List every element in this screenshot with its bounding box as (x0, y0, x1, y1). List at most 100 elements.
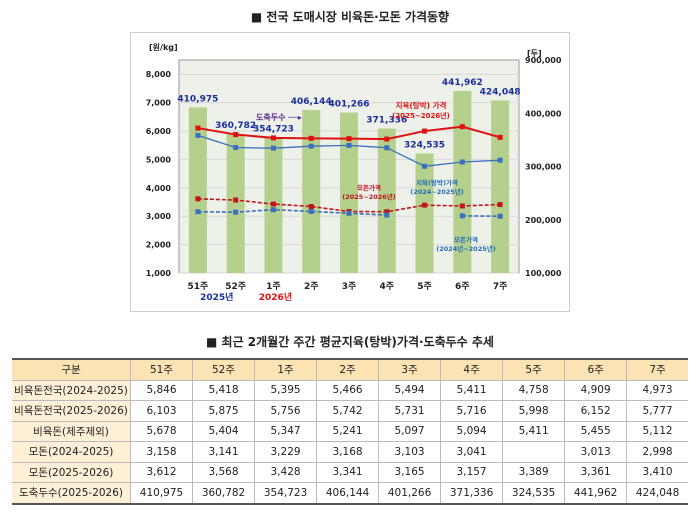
table-title: ■ 최근 2개월간 주간 평균지육(탕박)가격·도축두수 추세 (206, 335, 494, 349)
table-cell: 5,347 (254, 420, 318, 442)
series-point (346, 136, 352, 142)
x-tick-label: 7주 (493, 281, 508, 292)
table-cell: 3,568 (192, 461, 256, 483)
chart-title: ■ 전국 도매시장 비육돈·모돈 가격동향 (250, 10, 450, 24)
series-point (270, 207, 276, 213)
y-tick-left: 6,000 (146, 127, 172, 136)
price-table: 구분 51주 52주 1주 2주 3주 4주 5주 6주 7주 비육돈전국(2024-2025) 5,… (12, 358, 688, 505)
table-row: 모돈(2024-2025) 3,158 3,141 3,229 3,168 3,103 3,… (12, 441, 688, 463)
table-row: 모돈(2025-2026) 3,612 3,568 3,428 3,341 3,165 3,… (12, 461, 688, 483)
column-header: 6주 (564, 358, 628, 381)
series-point (422, 202, 428, 208)
bar-label: 410,975 (177, 94, 218, 104)
series-point (384, 212, 390, 218)
table-cell: 5,742 (316, 400, 380, 422)
table-cell: 5,395 (254, 379, 318, 401)
table-cell: 360,782 (192, 482, 256, 505)
table-cell: 3,103 (378, 441, 442, 463)
annotation-red-line: (2025~2026년) (392, 111, 450, 120)
series-point (195, 196, 201, 202)
table-cell: 424,048 (626, 482, 688, 505)
row-header: 모돈(2024-2025) (12, 441, 131, 463)
table-cell: 3,389 (502, 461, 566, 483)
table-cell: 3,229 (254, 441, 318, 463)
series-point (346, 210, 352, 216)
table-cell: 441,962 (564, 482, 628, 505)
y-tick-left: 8,000 (146, 70, 172, 79)
year-label: 2026년 (259, 291, 292, 303)
annotation-blue-dash: (2024년~2025년) (436, 244, 496, 253)
bar (415, 153, 434, 273)
x-tick-label: 1주 (266, 281, 281, 292)
table-cell: 3,013 (564, 441, 628, 463)
column-header: 2주 (316, 358, 380, 381)
series-point (384, 145, 390, 151)
series-point (195, 209, 201, 215)
table-cell: 3,157 (440, 461, 504, 483)
column-header: 51주 (129, 358, 194, 381)
row-header: 모돈(2025-2026) (12, 461, 131, 483)
table-cell: 4,909 (564, 379, 628, 401)
table-cell: 5,777 (626, 400, 688, 422)
bar-label: 401,266 (329, 100, 370, 110)
y-tick-left: 7,000 (146, 99, 172, 108)
series-point (308, 204, 314, 210)
series-point (233, 209, 239, 215)
annotation-blue-line: (2024~2025년) (410, 187, 464, 196)
y-tick-right: 400,000 (525, 109, 562, 118)
table-cell: 3,341 (316, 461, 380, 483)
y-tick-left: 5,000 (146, 155, 172, 164)
row-header: 비육돈전국(2024-2025) (12, 379, 131, 401)
bar (453, 90, 472, 273)
series-point (233, 145, 239, 151)
bar-label: 424,048 (480, 87, 521, 97)
y-axis-label-right: [두] (527, 49, 542, 58)
bar-label: 406,144 (291, 97, 332, 107)
series-point (233, 197, 239, 203)
series-point (384, 209, 390, 215)
bar (188, 107, 207, 273)
chart-container: 1,000 2,000 3,000 4,000 5,000 6,000 7,000 8,000… (130, 32, 570, 312)
table-cell: 3,410 (626, 461, 688, 483)
annotation-red-line: 지육(탕박) 가격 (396, 100, 447, 110)
series-point (233, 132, 239, 138)
row-header: 비육돈전국(2025-2026) (12, 400, 131, 422)
column-header: 5주 (502, 358, 566, 381)
table-cell: 5,756 (254, 400, 318, 422)
table-cell: 5,094 (440, 420, 504, 442)
table-cell: 354,723 (254, 482, 318, 505)
series-point (195, 132, 201, 138)
column-header: 3주 (378, 358, 442, 381)
series-point (497, 213, 503, 219)
x-tick-label: 2주 (304, 281, 319, 292)
bar-label: 371,336 (366, 116, 407, 126)
bar (340, 112, 358, 273)
series-point (497, 134, 503, 140)
table-cell: 4,758 (502, 379, 566, 401)
table-cell: 6,152 (564, 400, 628, 422)
x-tick-label: 5주 (417, 281, 432, 292)
table-cell: 5,731 (378, 400, 442, 422)
table-cell: 6,103 (129, 400, 194, 422)
series-point (422, 128, 428, 134)
series-point (384, 136, 390, 142)
x-tick-label: 51주 (187, 281, 208, 292)
table-row: 도축두수(2025-2026) 410,975 360,782 354,723 406,… (12, 482, 688, 505)
series-point (308, 208, 314, 214)
table-cell: 371,336 (440, 482, 504, 505)
series-point (346, 142, 352, 148)
annotation-bars: 도축두수 ──▸ (256, 112, 302, 122)
annotation-red-dash: 모돈가격 (357, 183, 381, 192)
table-cell: 5,112 (626, 420, 688, 442)
x-tick-label: 6주 (455, 281, 470, 292)
bar (377, 128, 396, 273)
table-cell: 5,097 (378, 420, 442, 442)
series-point (459, 213, 465, 219)
table-cell: 3,165 (378, 461, 442, 483)
x-tick-label: 52주 (225, 281, 246, 292)
table-cell: 5,404 (192, 420, 256, 442)
table-cell: 401,266 (378, 482, 442, 505)
series-point (195, 125, 201, 131)
table-cell: 3,041 (440, 441, 504, 463)
y-tick-left: 1,000 (146, 269, 172, 278)
